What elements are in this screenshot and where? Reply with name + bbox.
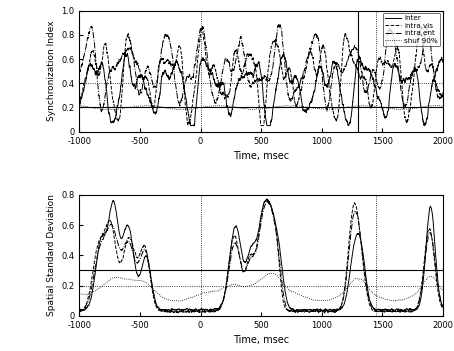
X-axis label: Time, msec: Time, msec	[233, 151, 289, 161]
intra,vis	[394, 44, 400, 48]
intra,vis	[77, 101, 82, 105]
Line: intra,ent: intra,ent	[79, 25, 443, 112]
inter	[232, 94, 237, 98]
X-axis label: Time, msec: Time, msec	[233, 335, 289, 345]
inter	[118, 84, 123, 88]
shuf 90%	[77, 104, 82, 108]
intra,vis	[118, 105, 123, 109]
shuf 90%	[398, 108, 403, 112]
shuf 90%	[216, 103, 222, 107]
Line: intra,vis: intra,vis	[79, 28, 443, 126]
intra,vis	[140, 77, 145, 81]
Line: inter: inter	[79, 54, 443, 126]
inter	[188, 124, 193, 128]
intra,vis	[440, 94, 445, 99]
intra,ent	[216, 90, 222, 94]
inter	[140, 75, 145, 79]
intra,ent	[232, 66, 237, 70]
intra,vis	[433, 82, 439, 86]
intra,ent	[99, 110, 104, 114]
shuf 90%	[232, 105, 237, 109]
intra,ent	[77, 69, 82, 73]
intra,ent	[394, 55, 400, 59]
shuf 90%	[394, 107, 399, 111]
intra,ent	[433, 85, 439, 90]
inter	[433, 70, 439, 74]
shuf 90%	[118, 107, 123, 111]
inter	[77, 103, 82, 107]
intra,vis	[199, 26, 205, 31]
intra,ent	[440, 90, 445, 94]
inter	[124, 52, 130, 56]
intra,ent	[118, 57, 123, 61]
Y-axis label: Spatial Standard Deviation: Spatial Standard Deviation	[47, 194, 56, 316]
inter	[216, 81, 222, 85]
shuf 90%	[440, 104, 445, 108]
Y-axis label: Synchronization Index: Synchronization Index	[47, 21, 56, 121]
Legend: inter, intra,vis, intra,ent, shuf 90%: inter, intra,vis, intra,ent, shuf 90%	[383, 13, 440, 46]
shuf 90%	[140, 104, 145, 108]
shuf 90%	[433, 104, 439, 108]
intra,vis	[232, 51, 237, 55]
shuf 90%	[216, 103, 222, 107]
intra,vis	[258, 124, 264, 128]
intra,ent	[276, 22, 281, 27]
Line: shuf 90%: shuf 90%	[79, 105, 443, 110]
intra,vis	[216, 84, 222, 88]
intra,ent	[140, 83, 145, 87]
inter	[394, 64, 400, 68]
inter	[440, 60, 445, 64]
